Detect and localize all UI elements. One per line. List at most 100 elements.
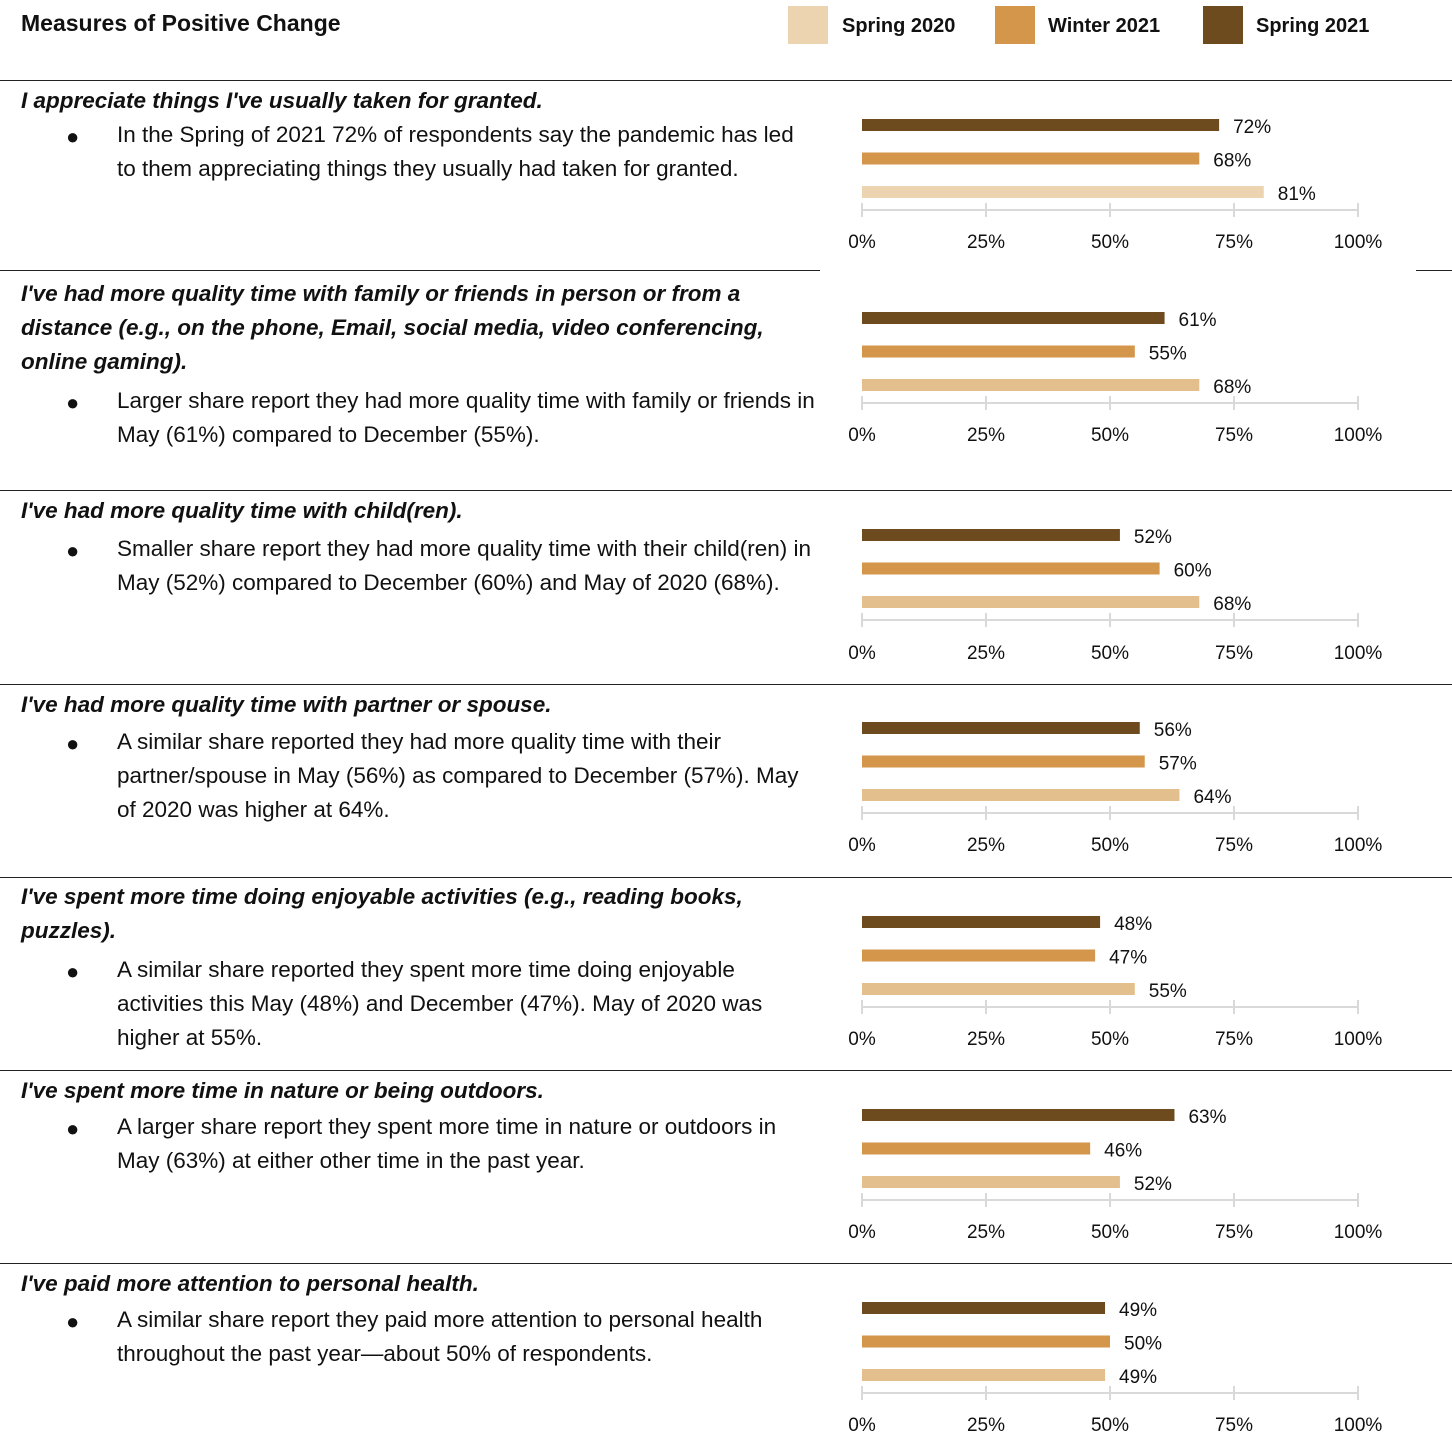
- bar-spring-2020: [862, 379, 1200, 391]
- x-tick-label: 75%: [1215, 1415, 1253, 1436]
- x-tick-label: 75%: [1215, 1222, 1253, 1243]
- section-description: A larger share report they spent more ti…: [117, 1114, 777, 1173]
- x-tick-label: 25%: [967, 1222, 1005, 1243]
- bar-spring-2021: [862, 1302, 1106, 1314]
- x-tick-label: 100%: [1334, 1222, 1383, 1243]
- data-label: 63%: [1188, 1107, 1226, 1128]
- x-tick-label: 0%: [848, 1415, 876, 1436]
- x-tick-label: 0%: [848, 232, 876, 253]
- legend-swatch-spring-2021: [1203, 6, 1243, 44]
- bullet-icon: ●: [66, 1309, 80, 1334]
- x-tick-label: 50%: [1091, 232, 1129, 253]
- x-tick-label: 100%: [1334, 425, 1383, 446]
- bar-spring-2020: [862, 983, 1135, 995]
- divider: [0, 270, 820, 271]
- x-tick-label: 0%: [848, 1222, 876, 1243]
- section-question: I've had more quality time with family o…: [21, 281, 764, 374]
- bar-winter-2021: [862, 755, 1145, 768]
- data-label: 47%: [1109, 948, 1147, 969]
- data-label: 72%: [1233, 117, 1271, 138]
- x-tick-label: 100%: [1334, 232, 1383, 253]
- chart-5: 0% 25% 50% 75% 100% 48% 47%55%: [848, 914, 1382, 1050]
- section-question: I've paid more attention to personal hea…: [21, 1271, 479, 1296]
- chart-7: 0% 25% 50% 75% 100% 49% 50% 49%: [848, 1300, 1382, 1436]
- bar-spring-2021: [862, 119, 1220, 131]
- chart-3: 0% 25% 50% 75% 100% 52%60%68%: [848, 527, 1382, 664]
- x-tick-label: 0%: [848, 835, 876, 856]
- data-label: 49%: [1119, 1300, 1157, 1321]
- data-label: 57%: [1159, 754, 1197, 775]
- data-label: 68%: [1213, 377, 1251, 398]
- legend-label-spring-2021: Spring 2021: [1256, 15, 1370, 37]
- x-tick-label: 100%: [1334, 1415, 1383, 1436]
- legend-swatch-spring-2020: [788, 6, 828, 44]
- section-question: I've had more quality time with child(re…: [21, 498, 463, 523]
- divider: [1416, 270, 1452, 271]
- x-tick-label: 100%: [1334, 1029, 1383, 1050]
- x-tick-label: 0%: [848, 643, 876, 664]
- divider: [0, 877, 1452, 878]
- divider: [0, 490, 1452, 491]
- data-label: 48%: [1114, 914, 1152, 935]
- data-label: 81%: [1278, 184, 1316, 205]
- x-tick-label: 50%: [1091, 1415, 1129, 1436]
- data-label: 52%: [1134, 527, 1172, 548]
- data-label: 52%: [1134, 1174, 1172, 1195]
- section-question: I've spent more time doing enjoyable act…: [21, 884, 743, 943]
- bar-spring-2021: [862, 916, 1101, 928]
- x-tick-label: 50%: [1091, 643, 1129, 664]
- section-question: I've spent more time in nature or being …: [21, 1078, 544, 1103]
- bar-winter-2021: [862, 152, 1200, 165]
- section-question: I've had more quality time with partner …: [21, 692, 552, 717]
- x-tick-label: 25%: [967, 1029, 1005, 1050]
- divider: [0, 80, 1452, 81]
- bar-winter-2021: [862, 345, 1135, 358]
- chart-6: 0% 25% 50% 75% 100% 63% 46% 52%: [848, 1107, 1382, 1243]
- legend-label-spring-2020: Spring 2020: [842, 15, 956, 37]
- x-tick-label: 25%: [967, 425, 1005, 446]
- x-tick-label: 50%: [1091, 835, 1129, 856]
- x-tick-label: 75%: [1215, 425, 1253, 446]
- bullet-icon: ●: [66, 538, 80, 563]
- data-label: 50%: [1124, 1334, 1162, 1355]
- data-label: 61%: [1179, 310, 1217, 331]
- bar-spring-2021: [862, 1109, 1175, 1121]
- chart-4: 0% 25% 50% 75% 100% 56% 57% 64%: [848, 720, 1382, 856]
- legend-label-winter-2021: Winter 2021: [1048, 15, 1161, 37]
- x-tick-label: 50%: [1091, 1029, 1129, 1050]
- data-label: 49%: [1119, 1367, 1157, 1388]
- divider: [0, 1070, 1452, 1071]
- data-label: 64%: [1193, 787, 1231, 808]
- bullet-icon: ●: [66, 959, 80, 984]
- divider: [0, 1263, 1452, 1264]
- x-tick-label: 0%: [848, 425, 876, 446]
- bar-spring-2020: [862, 1369, 1106, 1381]
- bar-spring-2021: [862, 722, 1140, 734]
- bar-spring-2020: [862, 1176, 1120, 1188]
- legend: Spring 2020 Winter 2021 Spring 2021: [0, 6, 1452, 46]
- bar-spring-2020: [862, 186, 1264, 198]
- section-question: I appreciate things I've usually taken f…: [21, 88, 543, 113]
- section-description: A similar share reported they had more q…: [117, 729, 799, 822]
- section-description: Larger share report they had more qualit…: [117, 388, 815, 447]
- section-description: In the Spring of 2021 72% of respondents…: [117, 122, 794, 181]
- page-title: Measures of Positive Change: [21, 10, 341, 36]
- data-label: 68%: [1213, 151, 1251, 172]
- section-description: A similar share reported they spent more…: [117, 957, 763, 1050]
- x-tick-label: 25%: [967, 835, 1005, 856]
- data-label: 60%: [1174, 561, 1212, 582]
- chart-1: 0% 25% 50% 75% 100% 72% 68% 81%: [848, 117, 1382, 253]
- data-label: 46%: [1104, 1141, 1142, 1162]
- bullet-icon: ●: [66, 1116, 80, 1141]
- x-tick-label: 50%: [1091, 425, 1129, 446]
- bullet-icon: ●: [66, 124, 80, 149]
- x-tick-label: 50%: [1091, 1222, 1129, 1243]
- data-label: 56%: [1154, 720, 1192, 741]
- section-description: A similar share report they paid more at…: [117, 1307, 763, 1366]
- x-tick-label: 75%: [1215, 232, 1253, 253]
- x-tick-label: 25%: [967, 1415, 1005, 1436]
- x-tick-label: 25%: [967, 643, 1005, 664]
- x-tick-label: 100%: [1334, 643, 1383, 664]
- bullet-icon: ●: [66, 731, 80, 756]
- section-description: Smaller share report they had more quali…: [117, 536, 812, 595]
